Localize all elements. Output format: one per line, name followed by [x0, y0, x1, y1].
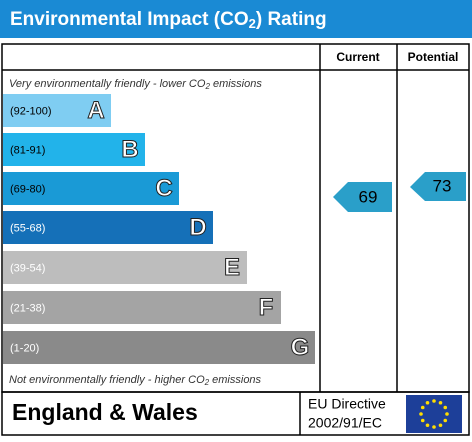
directive-text: EU Directive — [308, 396, 386, 412]
potential-arrow — [410, 172, 466, 201]
band-letter: C — [155, 175, 172, 202]
eu-star — [443, 418, 448, 423]
note-subscript: 2 — [204, 378, 210, 387]
directive-text: 2002/91/EC — [308, 415, 382, 431]
bottom-note: Not environmentally friendly - higher CO… — [9, 374, 262, 387]
note-subscript: 2 — [204, 82, 210, 91]
eu-star — [443, 405, 448, 410]
band-letter: B — [121, 136, 138, 163]
eu-star — [438, 423, 443, 428]
potential-rating: 73 — [433, 176, 452, 195]
eu-star — [425, 423, 430, 428]
current-arrow — [333, 182, 392, 212]
eu-star — [420, 405, 425, 410]
eu-star — [445, 412, 449, 416]
band-letter: G — [291, 334, 310, 361]
title-bar — [0, 0, 472, 38]
band-range: (81-91) — [10, 144, 45, 156]
band-range: (92-100) — [10, 105, 52, 117]
note-text: emissions — [209, 374, 261, 386]
band-range: (1-20) — [10, 342, 39, 354]
band-range: (21-38) — [10, 302, 45, 314]
band-range: (69-80) — [10, 183, 45, 195]
eu-star — [420, 418, 425, 423]
band-bar — [3, 94, 111, 127]
band-letter: D — [189, 214, 206, 241]
top-note: Very environmentally friendly - lower CO… — [9, 78, 262, 91]
column-header: Current — [336, 50, 379, 64]
band-bar — [3, 331, 315, 364]
eu-stars — [419, 399, 449, 429]
band-bar — [3, 251, 247, 284]
band-bar — [3, 211, 213, 244]
eu-star — [438, 400, 443, 405]
title: Environmental Impact (CO2) Rating — [10, 9, 327, 31]
eu-star — [425, 400, 430, 405]
band-range: (55-68) — [10, 222, 45, 234]
title-text: ) Rating — [256, 9, 327, 30]
note-text: Very environmentally friendly - lower CO — [9, 78, 206, 90]
current-rating: 69 — [359, 187, 378, 206]
note-text: Not environmentally friendly - higher CO — [9, 374, 205, 386]
footer-region: England & Wales — [12, 399, 198, 425]
bands: (92-100) A (81-91) B (69-80) C (55-68) D (39-54)… — [3, 94, 315, 364]
band-bar — [3, 172, 179, 205]
band-bar — [3, 291, 281, 324]
band-letter: A — [87, 97, 104, 124]
eu-star — [432, 425, 436, 429]
band-letter: F — [259, 294, 274, 321]
band-range: (39-54) — [10, 262, 45, 274]
eu-star — [419, 412, 423, 416]
title-subscript: 2 — [249, 16, 256, 31]
footer-frame — [1, 391, 470, 436]
note-text: emissions — [210, 78, 262, 90]
band-bar — [3, 133, 145, 166]
eu-star — [432, 399, 436, 403]
column-header: Potential — [408, 50, 459, 64]
band-letter: E — [224, 254, 240, 281]
title-text: Environmental Impact (CO — [10, 9, 249, 30]
